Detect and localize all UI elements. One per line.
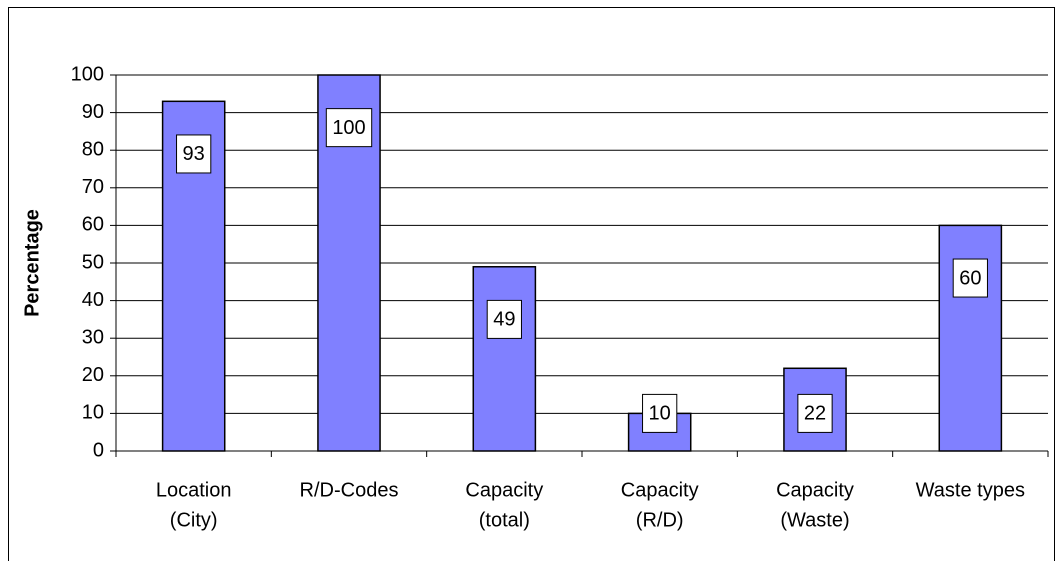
bar bbox=[472, 266, 537, 452]
x-tick-label: Capacity bbox=[465, 479, 543, 501]
y-tick-label: 80 bbox=[82, 138, 104, 160]
x-tick-label: (R/D) bbox=[636, 509, 684, 531]
y-tick-label: 60 bbox=[82, 214, 104, 236]
x-tick-label: Capacity bbox=[776, 479, 854, 501]
data-label-box bbox=[325, 108, 373, 148]
data-label-box bbox=[176, 134, 212, 174]
data-label: 93 bbox=[183, 143, 205, 165]
y-tick-label: 0 bbox=[93, 439, 104, 461]
x-tick-label: Location bbox=[156, 479, 232, 501]
y-axis-label: Percentage bbox=[21, 209, 43, 317]
x-tick-label: Waste types bbox=[916, 479, 1025, 501]
x-tick-label: (City) bbox=[170, 509, 218, 531]
x-tick-label: Capacity bbox=[621, 479, 699, 501]
y-tick-label: 100 bbox=[71, 63, 104, 85]
y-tick-label: 90 bbox=[82, 101, 104, 123]
x-tick-label: (total) bbox=[479, 509, 530, 531]
x-tick-label: R/D-Codes bbox=[300, 479, 399, 501]
data-label-box bbox=[952, 258, 988, 298]
y-tick-label: 40 bbox=[82, 289, 104, 311]
data-label: 60 bbox=[959, 267, 981, 289]
data-label: 49 bbox=[493, 309, 515, 331]
data-label-box bbox=[642, 393, 678, 433]
y-tick-label: 30 bbox=[82, 326, 104, 348]
y-tick-label: 70 bbox=[82, 176, 104, 198]
x-tick-label: (Waste) bbox=[780, 509, 849, 531]
y-tick-label: 10 bbox=[82, 402, 104, 424]
data-label: 10 bbox=[649, 403, 671, 425]
data-label-box bbox=[486, 299, 522, 339]
y-tick-label: 20 bbox=[82, 364, 104, 386]
data-label: 22 bbox=[804, 403, 826, 425]
y-tick-label: 50 bbox=[82, 251, 104, 273]
data-label: 100 bbox=[332, 117, 365, 139]
chart-frame bbox=[8, 7, 1055, 561]
data-label-box bbox=[797, 393, 833, 433]
